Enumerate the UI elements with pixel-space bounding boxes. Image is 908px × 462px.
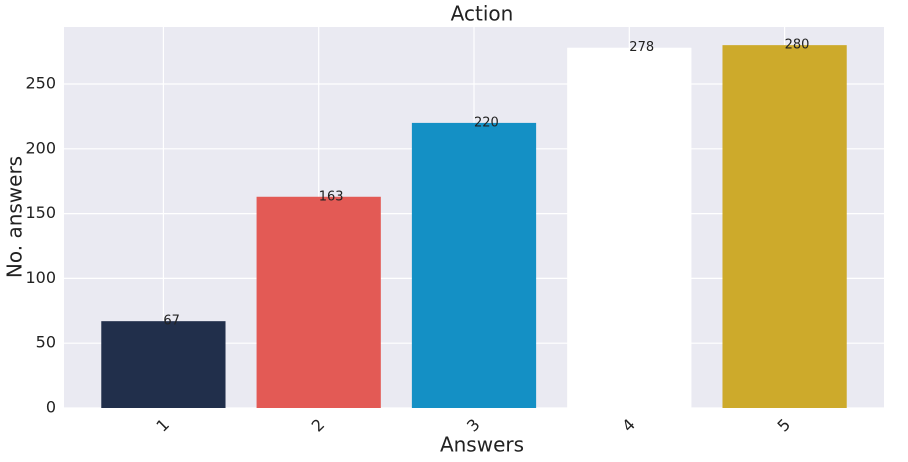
value-label: 163 <box>319 189 344 204</box>
chart-title: Action <box>451 2 514 26</box>
x-tick-label: 2 <box>308 415 329 436</box>
value-label: 220 <box>474 115 499 130</box>
y-tick-label: 100 <box>25 268 56 287</box>
y-tick-label: 150 <box>25 203 56 222</box>
y-tick-label: 0 <box>46 398 56 417</box>
value-label: 278 <box>629 40 654 55</box>
x-tick-label: 4 <box>618 415 639 436</box>
y-tick-label: 200 <box>25 138 56 157</box>
x-axis-label: Answers <box>440 433 524 457</box>
x-tick-label: 1 <box>152 415 173 436</box>
bar <box>101 321 226 408</box>
y-tick-label: 250 <box>25 74 56 93</box>
value-label: 67 <box>163 314 180 329</box>
bar <box>411 122 537 409</box>
x-tick-label: 5 <box>774 415 795 436</box>
bar <box>256 196 381 408</box>
bar <box>722 45 847 409</box>
y-tick-label: 50 <box>36 333 56 352</box>
value-label: 280 <box>785 38 810 53</box>
bar <box>567 47 692 409</box>
y-axis-label: No. answers <box>3 156 27 278</box>
